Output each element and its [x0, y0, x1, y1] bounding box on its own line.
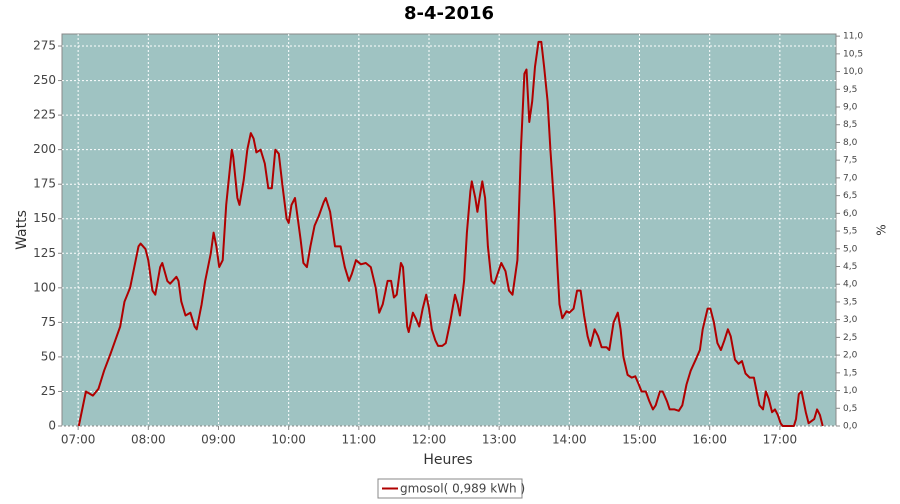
x-tick-label: 09:00	[201, 433, 236, 447]
data-line	[77, 40, 824, 427]
x-tick-label: 10:00	[271, 433, 306, 447]
y2-tick-label: 10,5	[843, 49, 863, 59]
x-tick-label: 14:00	[552, 433, 587, 447]
y-tick-label: 0	[48, 419, 56, 433]
legend-label: gmosol( 0,989 kWh )	[400, 482, 525, 496]
y2-tick-label: 1,5	[843, 368, 857, 378]
y2-tick-label: 5,5	[843, 227, 857, 237]
y-tick-label: 225	[33, 108, 56, 122]
y2-tick-label: 4,5	[843, 262, 857, 272]
x-tick-label: 16:00	[692, 433, 727, 447]
y2-tick-label: 7,5	[843, 156, 857, 166]
x-tick-label: 15:00	[622, 433, 657, 447]
y-tick-label: 75	[41, 315, 56, 329]
y-tick-label: 200	[33, 142, 56, 156]
y2-tick-label: 6,5	[843, 191, 857, 201]
y-axis-label: Watts	[14, 210, 30, 250]
y-tick-label: 125	[33, 246, 56, 260]
y-tick-label: 25	[41, 384, 56, 398]
x-tick-label: 11:00	[342, 433, 377, 447]
y2-axis-label: %	[875, 224, 889, 235]
y-tick-label: 100	[33, 280, 56, 294]
y-tick-label: 175	[33, 177, 56, 191]
legend-box	[377, 478, 523, 499]
y2-tick-label: 0,0	[843, 422, 858, 432]
y-tick-label: 250	[33, 73, 56, 87]
y2-tick-label: 9,0	[843, 103, 858, 113]
y2-tick-label: 4,0	[843, 280, 858, 290]
x-tick-label: 07:00	[61, 433, 96, 447]
x-tick-label: 08:00	[131, 433, 166, 447]
y2-tick-label: 2,0	[843, 351, 858, 361]
y-tick-label: 50	[41, 349, 56, 363]
chart-title: 8-4-2016	[404, 3, 494, 24]
x-tick-label: 12:00	[412, 433, 447, 447]
y2-tick-label: 3,5	[843, 297, 857, 307]
y2-tick-label: 3,0	[843, 315, 858, 325]
x-tick-label: 13:00	[482, 433, 517, 447]
y2-tick-label: 0,5	[843, 404, 857, 414]
x-axis-label: Heures	[423, 452, 472, 468]
y-tick-label: 150	[33, 211, 56, 225]
y2-tick-label: 9,5	[843, 85, 857, 95]
y2-tick-label: 8,5	[843, 120, 857, 130]
y2-tick-label: 7,0	[843, 173, 858, 183]
y2-tick-label: 6,0	[843, 209, 858, 219]
plot-area	[61, 33, 837, 427]
y2-tick-label: 5,0	[843, 244, 858, 254]
x-tick-label: 17:00	[763, 433, 798, 447]
y2-tick-label: 10,0	[843, 67, 863, 77]
y2-tick-label: 1,0	[843, 386, 858, 396]
y-tick-label: 275	[33, 39, 56, 53]
y2-tick-label: 8,0	[843, 138, 858, 148]
y2-tick-label: 2,5	[843, 333, 857, 343]
y2-tick-label: 11,0	[843, 32, 863, 42]
